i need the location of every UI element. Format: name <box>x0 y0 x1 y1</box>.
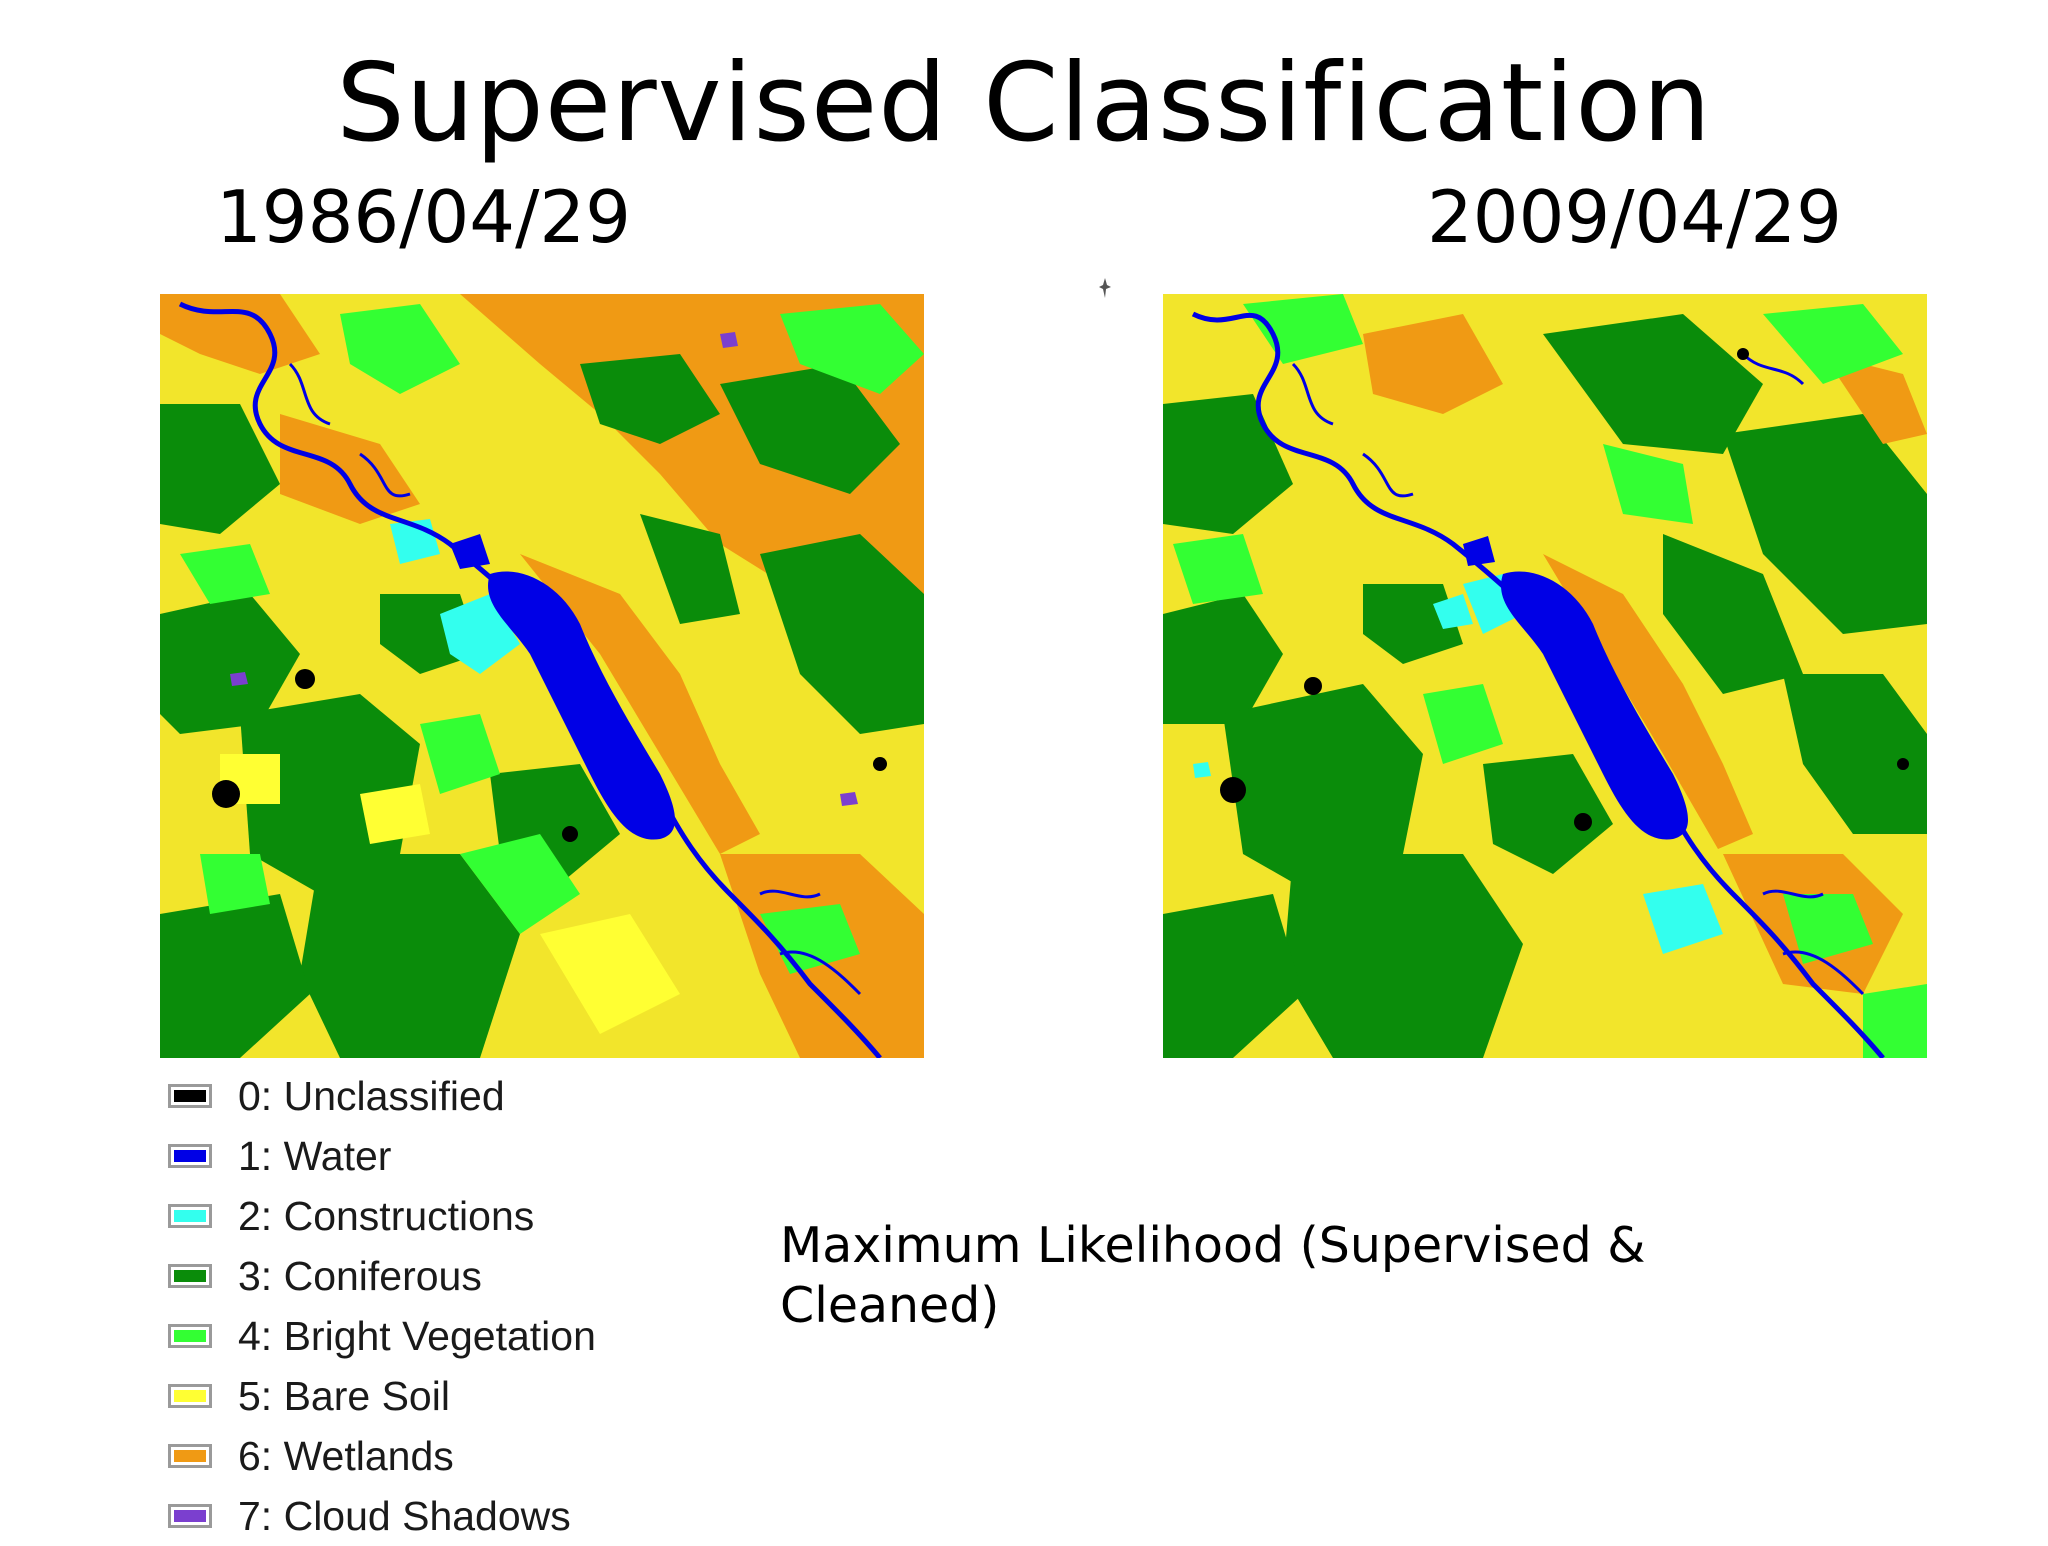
classification-map-2009 <box>1163 294 1927 1058</box>
legend-swatch <box>168 1144 212 1168</box>
legend-label: 0: Unclassified <box>238 1073 505 1119</box>
legend-swatch <box>168 1324 212 1348</box>
classification-map-1986 <box>160 294 924 1058</box>
classification-map-1986-image <box>160 294 924 1058</box>
legend-swatch <box>168 1384 212 1408</box>
legend-item-unclassified: 0: Unclassified <box>160 1066 760 1126</box>
legend-swatch <box>168 1264 212 1288</box>
legend-label: 7: Cloud Shadows <box>238 1493 571 1539</box>
date-label-2009: 2009/04/29 <box>1427 175 1842 259</box>
legend-swatch <box>168 1204 212 1228</box>
small-marker-icon <box>1098 276 1112 300</box>
legend-item-bright-vegetation: 4: Bright Vegetation <box>160 1306 760 1366</box>
slide-title: Supervised Classification <box>336 41 1712 166</box>
legend-item-wetlands: 6: Wetlands <box>160 1426 760 1486</box>
method-caption: Maximum Likelihood (Supervised & Cleaned… <box>780 1217 1646 1334</box>
legend-label: 4: Bright Vegetation <box>238 1313 596 1359</box>
legend-label: 5: Bare Soil <box>238 1373 450 1419</box>
date-label-1986: 1986/04/29 <box>216 175 631 259</box>
classification-map-2009-image <box>1163 294 1927 1058</box>
legend-label: 2: Constructions <box>238 1193 535 1239</box>
legend: 0: Unclassified 1: Water 2: Construction… <box>160 1066 760 1546</box>
legend-item-bare-soil: 5: Bare Soil <box>160 1366 760 1426</box>
legend-item-coniferous: 3: Coniferous <box>160 1246 760 1306</box>
legend-item-cloud-shadows: 7: Cloud Shadows <box>160 1486 760 1546</box>
legend-item-water: 1: Water <box>160 1126 760 1186</box>
legend-swatch <box>168 1504 212 1528</box>
legend-label: 1: Water <box>238 1133 392 1179</box>
legend-swatch <box>168 1444 212 1468</box>
legend-item-constructions: 2: Constructions <box>160 1186 760 1246</box>
legend-label: 3: Coniferous <box>238 1253 482 1299</box>
legend-swatch <box>168 1084 212 1108</box>
legend-label: 6: Wetlands <box>238 1433 454 1479</box>
